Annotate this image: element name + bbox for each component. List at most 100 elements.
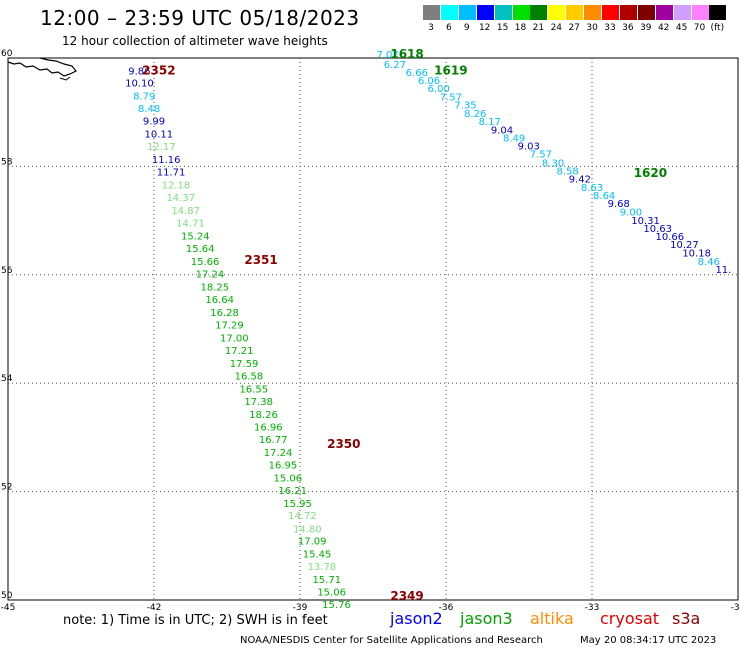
wave-height-point: 8.30 bbox=[542, 158, 564, 169]
wave-height-point: 15.45 bbox=[303, 550, 332, 561]
wave-height-point: 15.76 bbox=[322, 600, 351, 611]
legend-swatch bbox=[584, 5, 602, 20]
legend-label: 9 bbox=[463, 23, 470, 33]
wave-height-point: 12.18 bbox=[162, 181, 191, 192]
pass-time-label: 2351 bbox=[244, 253, 277, 267]
lat-tick-label: 60 bbox=[1, 49, 13, 59]
wave-height-point: 11.16 bbox=[152, 155, 181, 166]
wave-height-point: 15.64 bbox=[186, 244, 215, 255]
wave-height-point: 16.77 bbox=[259, 435, 288, 446]
credit-text: NOAA/NESDIS Center for Satellite Applica… bbox=[240, 635, 543, 646]
wave-height-point: 11.71 bbox=[157, 168, 186, 179]
legend-label: 3 bbox=[428, 23, 434, 33]
wave-height-point: 16.95 bbox=[269, 460, 298, 471]
wave-height-point: 18.26 bbox=[249, 410, 278, 421]
wave-height-point: 14.71 bbox=[176, 219, 205, 230]
wave-height-point: 10.31 bbox=[631, 216, 660, 227]
wave-height-point: 15.06 bbox=[274, 473, 303, 484]
legend-swatch bbox=[494, 5, 512, 20]
legend-label: 6 bbox=[446, 23, 452, 33]
wave-height-point: 8.46 bbox=[698, 257, 720, 268]
legend-label: 33 bbox=[604, 23, 616, 33]
wave-height-point: 6.00 bbox=[428, 84, 450, 95]
wave-height-point: 8.26 bbox=[464, 109, 486, 120]
wave-height-point: 17.21 bbox=[225, 346, 254, 357]
legend-label: 18 bbox=[514, 23, 527, 33]
lon-tick-label: -42 bbox=[147, 603, 162, 613]
lat-tick-label: 58 bbox=[1, 157, 13, 167]
wave-height-point: 16.96 bbox=[254, 422, 283, 433]
legend-label: 70 bbox=[693, 23, 706, 33]
pass-time-label: 2349 bbox=[390, 589, 423, 603]
wave-height-point: 11. bbox=[715, 265, 731, 276]
satellite-label-jason2: jason2 bbox=[390, 609, 443, 628]
legend-swatch bbox=[637, 5, 655, 20]
lon-tick-label: -30 bbox=[731, 603, 740, 613]
wave-height-point: 9.99 bbox=[143, 117, 165, 128]
pass-time-label: 2350 bbox=[327, 437, 360, 451]
wave-height-point: 17.59 bbox=[230, 359, 259, 370]
legend-swatch bbox=[548, 5, 566, 20]
wave-height-point: 6.27 bbox=[384, 60, 406, 71]
pass-time-label: 2352 bbox=[142, 63, 175, 77]
wave-height-point: 10.18 bbox=[682, 248, 711, 259]
wave-height-point: 9.04 bbox=[491, 125, 513, 136]
satellite-label-jason3: jason3 bbox=[460, 609, 513, 628]
wave-height-point: 16.64 bbox=[205, 295, 234, 306]
wave-height-point: 9.00 bbox=[620, 208, 642, 219]
satellite-label-s3a: s3a bbox=[672, 609, 701, 628]
wave-height-point: 12.17 bbox=[147, 142, 176, 153]
legend-label: 42 bbox=[657, 23, 670, 33]
legend-label: 39 bbox=[640, 23, 652, 33]
wave-height-point: 18.25 bbox=[201, 283, 230, 294]
wave-height-point: 17.24 bbox=[264, 448, 293, 459]
satellite-label-cryosat: cryosat bbox=[600, 609, 660, 628]
legend-swatch bbox=[709, 5, 727, 20]
page-subtitle: 12 hour collection of altimeter wave hei… bbox=[62, 34, 328, 48]
wave-height-point: 14.87 bbox=[171, 206, 200, 217]
wave-height-point: 6.06 bbox=[418, 76, 440, 87]
legend-swatch bbox=[619, 5, 637, 20]
wave-height-point: 17.00 bbox=[220, 333, 249, 344]
lat-tick-label: 56 bbox=[1, 266, 13, 276]
wave-height-point: 8.79 bbox=[133, 92, 155, 103]
map-frame bbox=[7, 57, 739, 601]
lat-tick-label: 52 bbox=[1, 483, 12, 493]
lon-tick-label: -39 bbox=[293, 603, 308, 613]
wave-height-point: 10.10 bbox=[125, 79, 154, 90]
legend-label: 36 bbox=[622, 23, 634, 33]
legend-label: 24 bbox=[550, 23, 563, 33]
legend-swatch bbox=[602, 5, 619, 20]
wave-height-point: 15.66 bbox=[191, 257, 220, 268]
footer-note: note: 1) Time is in UTC; 2) SWH is in fe… bbox=[63, 613, 328, 628]
lon-tick-label: -33 bbox=[585, 603, 600, 613]
legend-label: 27 bbox=[568, 23, 580, 33]
wave-height-point: 8.17 bbox=[479, 117, 501, 128]
wave-height-point: 8.48 bbox=[138, 104, 160, 115]
legend-unit: (ft) bbox=[710, 23, 725, 33]
wave-height-point: 8.58 bbox=[557, 167, 579, 178]
wave-height-point: 8.64 bbox=[593, 191, 615, 202]
wave-height-point: 16.55 bbox=[239, 384, 268, 395]
wave-height-point: 16.28 bbox=[210, 308, 239, 319]
wave-height-point: 9.42 bbox=[569, 175, 591, 186]
coastline bbox=[7, 57, 77, 77]
wave-height-point: 17.29 bbox=[215, 320, 244, 331]
wave-height-point: 7.57 bbox=[530, 150, 552, 161]
wave-height-point: 10.11 bbox=[145, 130, 174, 141]
pass-time-label: 1620 bbox=[634, 166, 667, 180]
wave-height-point: 10.63 bbox=[643, 224, 672, 235]
wave-height-point: 13.78 bbox=[308, 562, 337, 573]
pass-time-label: 1619 bbox=[434, 63, 467, 77]
legend-label: 21 bbox=[532, 23, 545, 33]
legend-swatch bbox=[673, 5, 691, 20]
wave-height-point: 7.35 bbox=[454, 100, 476, 111]
wave-height-point: 15.95 bbox=[283, 499, 312, 510]
generated-timestamp: May 20 08:34:17 UTC 2023 bbox=[580, 635, 717, 646]
wave-height-point: 15.24 bbox=[181, 232, 210, 243]
wave-height-point: 16.58 bbox=[235, 371, 264, 382]
legend-swatch bbox=[440, 5, 458, 20]
legend-label: 45 bbox=[675, 23, 688, 33]
satellite-label-altika: altika bbox=[530, 609, 574, 628]
legend-swatch bbox=[476, 5, 494, 20]
